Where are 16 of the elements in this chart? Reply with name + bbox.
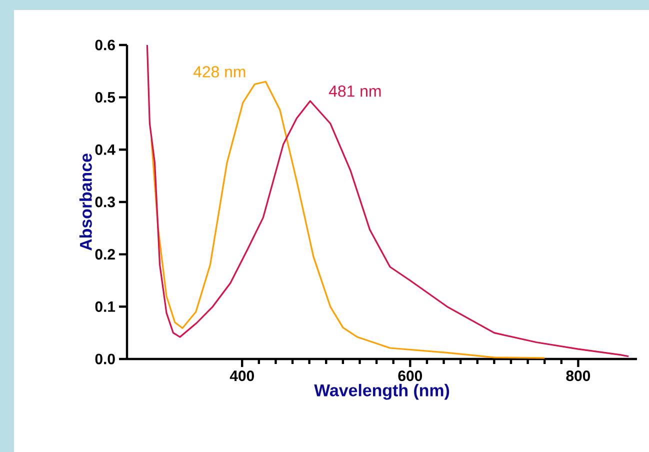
- x-axis-title: Wavelength (nm): [314, 384, 450, 400]
- line-series: [146, 44, 630, 358]
- y-tick-label: 0.0: [95, 354, 115, 364]
- y-tick-label: 0.5: [95, 92, 116, 103]
- x-tick-label: 600: [398, 370, 422, 382]
- y-tick-label: 0.3: [95, 196, 115, 208]
- y-tick-label: 0.6: [95, 40, 115, 50]
- annotation: 481 nm: [328, 86, 381, 97]
- line-series: [150, 80, 546, 359]
- y-axis-title: Absorbance: [79, 154, 92, 251]
- y-tick-label: 0.4: [95, 144, 116, 155]
- x-tick-label: 800: [566, 370, 590, 382]
- annotation: 428 nm: [193, 66, 246, 78]
- y-tick-label: 0.2: [95, 249, 115, 260]
- y-tick-label: 0.1: [95, 301, 116, 312]
- x-tick-label: 400: [230, 370, 254, 382]
